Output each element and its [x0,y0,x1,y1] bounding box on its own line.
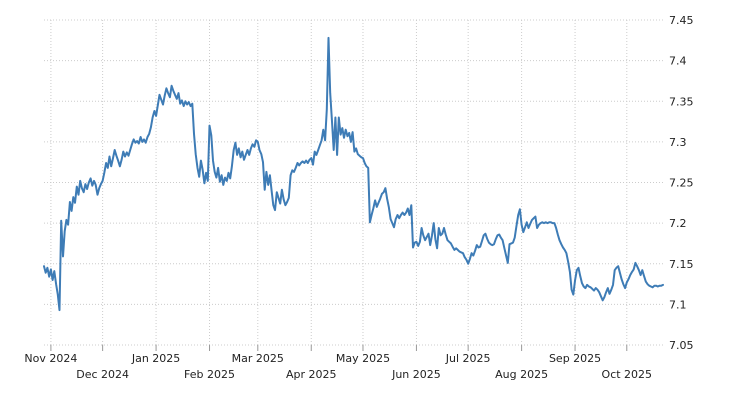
y-tick-label: 7.2 [669,217,687,230]
y-tick-label: 7.1 [669,298,687,311]
x-tick-label: Nov 2024 [24,352,77,365]
y-tick-label: 7.05 [669,339,694,352]
price-line [43,36,664,312]
y-tick-label: 7.3 [669,136,687,149]
x-tick-label: Sep 2025 [549,352,601,365]
x-tick-label: Feb 2025 [184,368,235,381]
y-tick-label: 7.35 [669,95,694,108]
x-tick-label: Jan 2025 [131,352,180,365]
x-tick-label: Jun 2025 [391,368,441,381]
x-tick-label: Apr 2025 [286,368,337,381]
x-tick-label: Mar 2025 [232,352,284,365]
y-tick-label: 7.4 [669,55,687,68]
x-tick-label: Jul 2025 [445,352,491,365]
x-tick-label: May 2025 [336,352,390,365]
y-tick-label: 7.45 [669,14,694,27]
y-tick-label: 7.15 [669,258,694,271]
x-tick-label: Oct 2025 [602,368,653,381]
y-tick-label: 7.25 [669,177,694,190]
x-tick-label: Dec 2024 [76,368,129,381]
x-tick-label: Aug 2025 [495,368,548,381]
